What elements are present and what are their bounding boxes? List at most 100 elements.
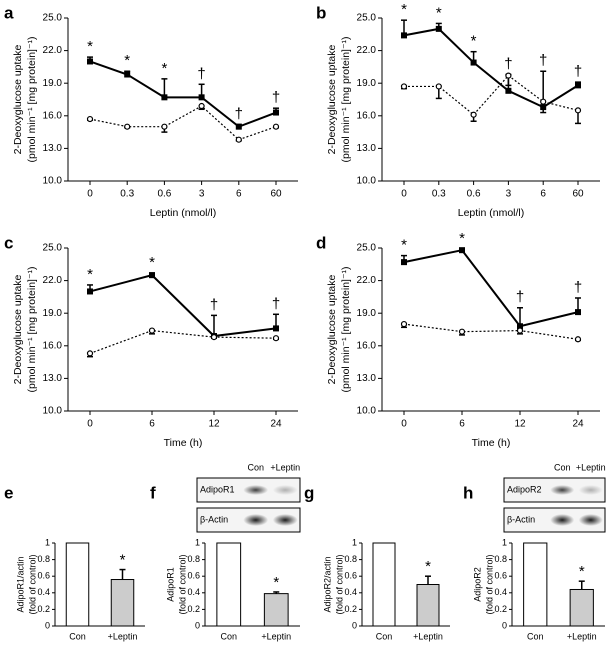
y-tick-label: 13.0 [357,373,377,384]
point [272,335,280,342]
y-tick-label: 0.2 [37,604,50,614]
y-tick-label: 0.8 [344,554,357,564]
annotation: * [161,60,167,77]
lane-label: Con [247,462,264,472]
y-tick-label: 0 [45,620,50,630]
x-tick-label: 24 [572,419,584,430]
y-tick-label: 19.0 [43,78,63,89]
point [505,72,512,79]
panel-letter: g [304,483,314,502]
point [540,98,547,105]
row-label: AdipoR2 [507,484,542,494]
bar [569,588,594,627]
x-tick-label: 3 [199,189,205,200]
x-tick-label: 12 [514,419,526,430]
series-line [89,274,277,338]
panel-letter: a [4,3,14,22]
point [435,25,442,32]
x-tick-label: +Leptin [567,631,597,641]
annotation: † [197,65,205,82]
y-tick-label: 0.4 [187,587,200,597]
x-tick-label: Con [527,631,544,641]
point [235,123,242,130]
x-tick-label: 3 [506,189,512,200]
panel-letter: b [316,3,326,22]
point [161,123,168,130]
point [148,327,156,334]
x-tick-label: Con [220,631,237,641]
row-label: AdipoR1 [200,484,235,494]
point [459,247,465,254]
x-tick-label: 12 [208,419,220,430]
point [400,320,408,328]
point [470,111,477,118]
bar [523,542,548,627]
point [86,115,94,123]
point [87,58,93,65]
y-tick-label: 25.0 [357,13,377,24]
point [401,259,407,266]
annotation: † [574,279,582,296]
y-tick-label: 0.4 [344,587,357,597]
y-tick-label: 0.8 [494,554,507,564]
y-tick-label: 10.0 [43,176,63,187]
annotation: * [273,574,279,591]
x-tick-label: 0.6 [467,189,481,200]
blot-band [578,485,603,495]
annotation: * [459,230,465,247]
lane-label: Con [554,462,571,472]
y-tick-label: 0.4 [494,587,507,597]
x-tick-label: 0.3 [120,189,134,200]
y-tick-label: 13.0 [43,373,63,384]
annotation: † [504,55,512,72]
y-axis-label: (fold of control) [27,554,37,614]
annotation: † [574,63,582,80]
y-tick-label: 25.0 [43,13,63,24]
y-tick-label: 16.0 [43,110,63,121]
point [272,123,280,130]
point [435,83,442,90]
bar [65,542,90,627]
y-tick-label: 0 [352,620,357,630]
x-tick-label: 60 [572,189,584,200]
y-tick-label: 16.0 [357,110,377,121]
point [401,32,407,39]
y-tick-label: 1 [352,537,357,547]
y-tick-label: 25.0 [43,243,63,254]
point [517,323,523,330]
panel-letter: e [4,483,13,502]
y-axis-label: 2-Deoxyglucose uptake [326,274,338,384]
annotation: * [401,237,407,254]
y-tick-label: 0.6 [187,571,200,581]
point [235,136,242,143]
blot-band [243,514,269,526]
annotation: * [579,563,585,580]
y-tick-label: 22.0 [357,275,377,286]
annotation: * [436,4,442,21]
bar [263,593,289,627]
x-tick-label: Con [376,631,393,641]
y-tick-label: 0 [502,620,507,630]
series-line [403,323,579,340]
annotation: † [210,296,218,313]
y-tick-label: 0.2 [187,604,200,614]
point [273,109,279,116]
annotation: † [272,295,280,312]
point [87,288,93,295]
x-tick-label: +Leptin [261,631,291,641]
y-tick-label: 19.0 [357,308,377,319]
lane-label: +Leptin [270,462,300,472]
x-axis-label: Time (h) [472,437,511,449]
series-line [403,249,579,328]
series-line [89,60,277,128]
x-tick-label: 6 [149,419,155,430]
y-tick-label: 22.0 [43,45,63,56]
point [575,309,581,316]
point [198,94,205,101]
y-tick-label: 0 [195,620,200,630]
y-axis-label: (pmol min⁻¹ [mg protein]⁻¹) [340,36,352,162]
x-tick-label: 0 [401,189,407,200]
y-tick-label: 0.6 [37,571,50,581]
panel-letter: d [316,233,326,252]
y-tick-label: 10.0 [357,406,377,417]
